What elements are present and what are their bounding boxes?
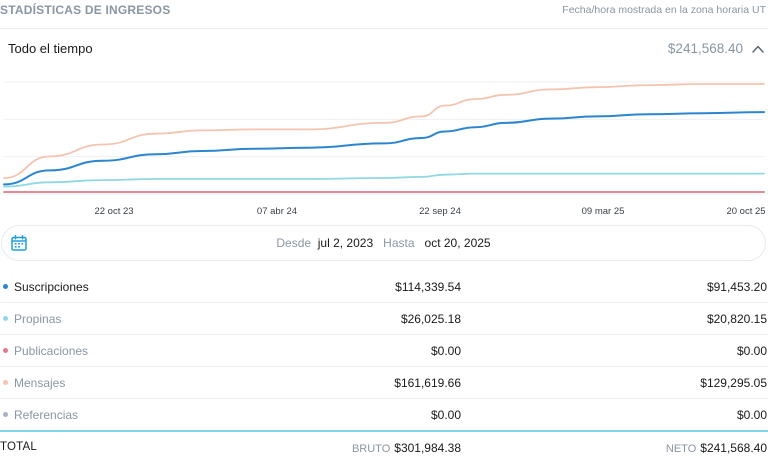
row-label: Mensajes xyxy=(14,376,66,390)
chevron-up-icon[interactable] xyxy=(751,42,765,56)
net-value: $241,568.40 xyxy=(700,441,767,455)
chart-x-tick-label: 22 oct 23 xyxy=(94,206,133,217)
list-item-messages[interactable]: Mensajes $161,619.66 $129,295.05 xyxy=(0,367,768,399)
net-label: NETO xyxy=(665,443,697,455)
row-label: Suscripciones xyxy=(14,280,89,294)
divider xyxy=(0,28,768,29)
row-gross: $114,339.54 xyxy=(395,280,461,294)
row-net: $91,453.20 xyxy=(706,280,767,294)
row-gross: $0.00 xyxy=(430,408,461,422)
row-label: Publicaciones xyxy=(14,344,89,358)
date-range-text: Desde jul 2, 2023 Hasta oct 20, 2025 xyxy=(2,236,765,250)
legend-dot xyxy=(3,284,8,289)
row-net: $0.00 xyxy=(736,408,767,422)
earnings-line-chart: 22 oct 23 07 abr 24 22 sep 24 09 mar 25 20 o… xyxy=(3,81,766,217)
from-date[interactable]: jul 2, 2023 xyxy=(317,236,374,250)
total-divider xyxy=(0,430,768,432)
total-gross: BRUTO $301,984.38 xyxy=(352,441,461,455)
chart-series-line-2 xyxy=(3,172,765,188)
legend-dot xyxy=(3,412,8,417)
to-date[interactable]: oct 20, 2025 xyxy=(424,236,491,250)
gross-value: $301,984.38 xyxy=(394,441,461,455)
row-gross: $26,025.18 xyxy=(400,312,461,326)
list-item-subscriptions[interactable]: Suscripciones $114,339.54 $91,453.20 xyxy=(0,271,768,303)
legend-dot xyxy=(3,380,8,385)
list-item-tips[interactable]: Propinas $26,025.18 $20,820.15 xyxy=(0,303,768,335)
chart-series-line-1 xyxy=(3,111,765,186)
legend-dot xyxy=(3,348,8,353)
chart-x-tick-label: 20 oct 25 xyxy=(726,206,765,217)
totals-row: TOTAL BRUTO $301,984.38 NETO $241,568.40 xyxy=(0,432,768,462)
stats-header: STADÍSTICAS DE INGRESOS Fecha/hora mostr… xyxy=(0,0,768,24)
period-selector[interactable]: Todo el tiempo $241,568.40 xyxy=(0,30,768,70)
row-gross: $0.00 xyxy=(430,344,461,358)
row-label: Propinas xyxy=(14,312,62,326)
period-total: $241,568.40 xyxy=(667,41,743,56)
calendar-icon[interactable] xyxy=(10,234,28,252)
page-title: STADÍSTICAS DE INGRESOS xyxy=(0,3,171,17)
date-range-picker[interactable]: Desde jul 2, 2023 Hasta oct 20, 2025 xyxy=(1,225,766,261)
row-net: $0.00 xyxy=(736,344,767,358)
legend-dot xyxy=(3,316,8,321)
list-item-posts[interactable]: Publicaciones $0.00 $0.00 xyxy=(0,335,768,367)
to-label: Hasta xyxy=(383,236,415,250)
timezone-note: Fecha/hora mostrada en la zona horaria U… xyxy=(562,4,766,16)
from-label: Desde xyxy=(276,236,312,250)
earnings-breakdown-list: Suscripciones $114,339.54 $91,453.20 Pro… xyxy=(0,271,768,431)
row-net: $129,295.05 xyxy=(700,376,767,390)
gross-label: BRUTO xyxy=(351,443,391,455)
total-label: TOTAL xyxy=(0,441,37,453)
chart-x-tick-label: 22 sep 24 xyxy=(419,206,461,217)
row-label: Referencias xyxy=(14,408,79,422)
row-net: $20,820.15 xyxy=(706,312,767,326)
row-gross: $161,619.66 xyxy=(394,376,461,390)
total-net: NETO $241,568.40 xyxy=(666,441,767,455)
chart-x-tick-label: 07 abr 24 xyxy=(257,206,297,217)
chart-x-tick-label: 09 mar 25 xyxy=(582,206,625,217)
period-label: Todo el tiempo xyxy=(8,41,93,56)
chart-series-line-0 xyxy=(3,83,765,179)
list-item-referrals[interactable]: Referencias $0.00 $0.00 xyxy=(0,399,768,431)
